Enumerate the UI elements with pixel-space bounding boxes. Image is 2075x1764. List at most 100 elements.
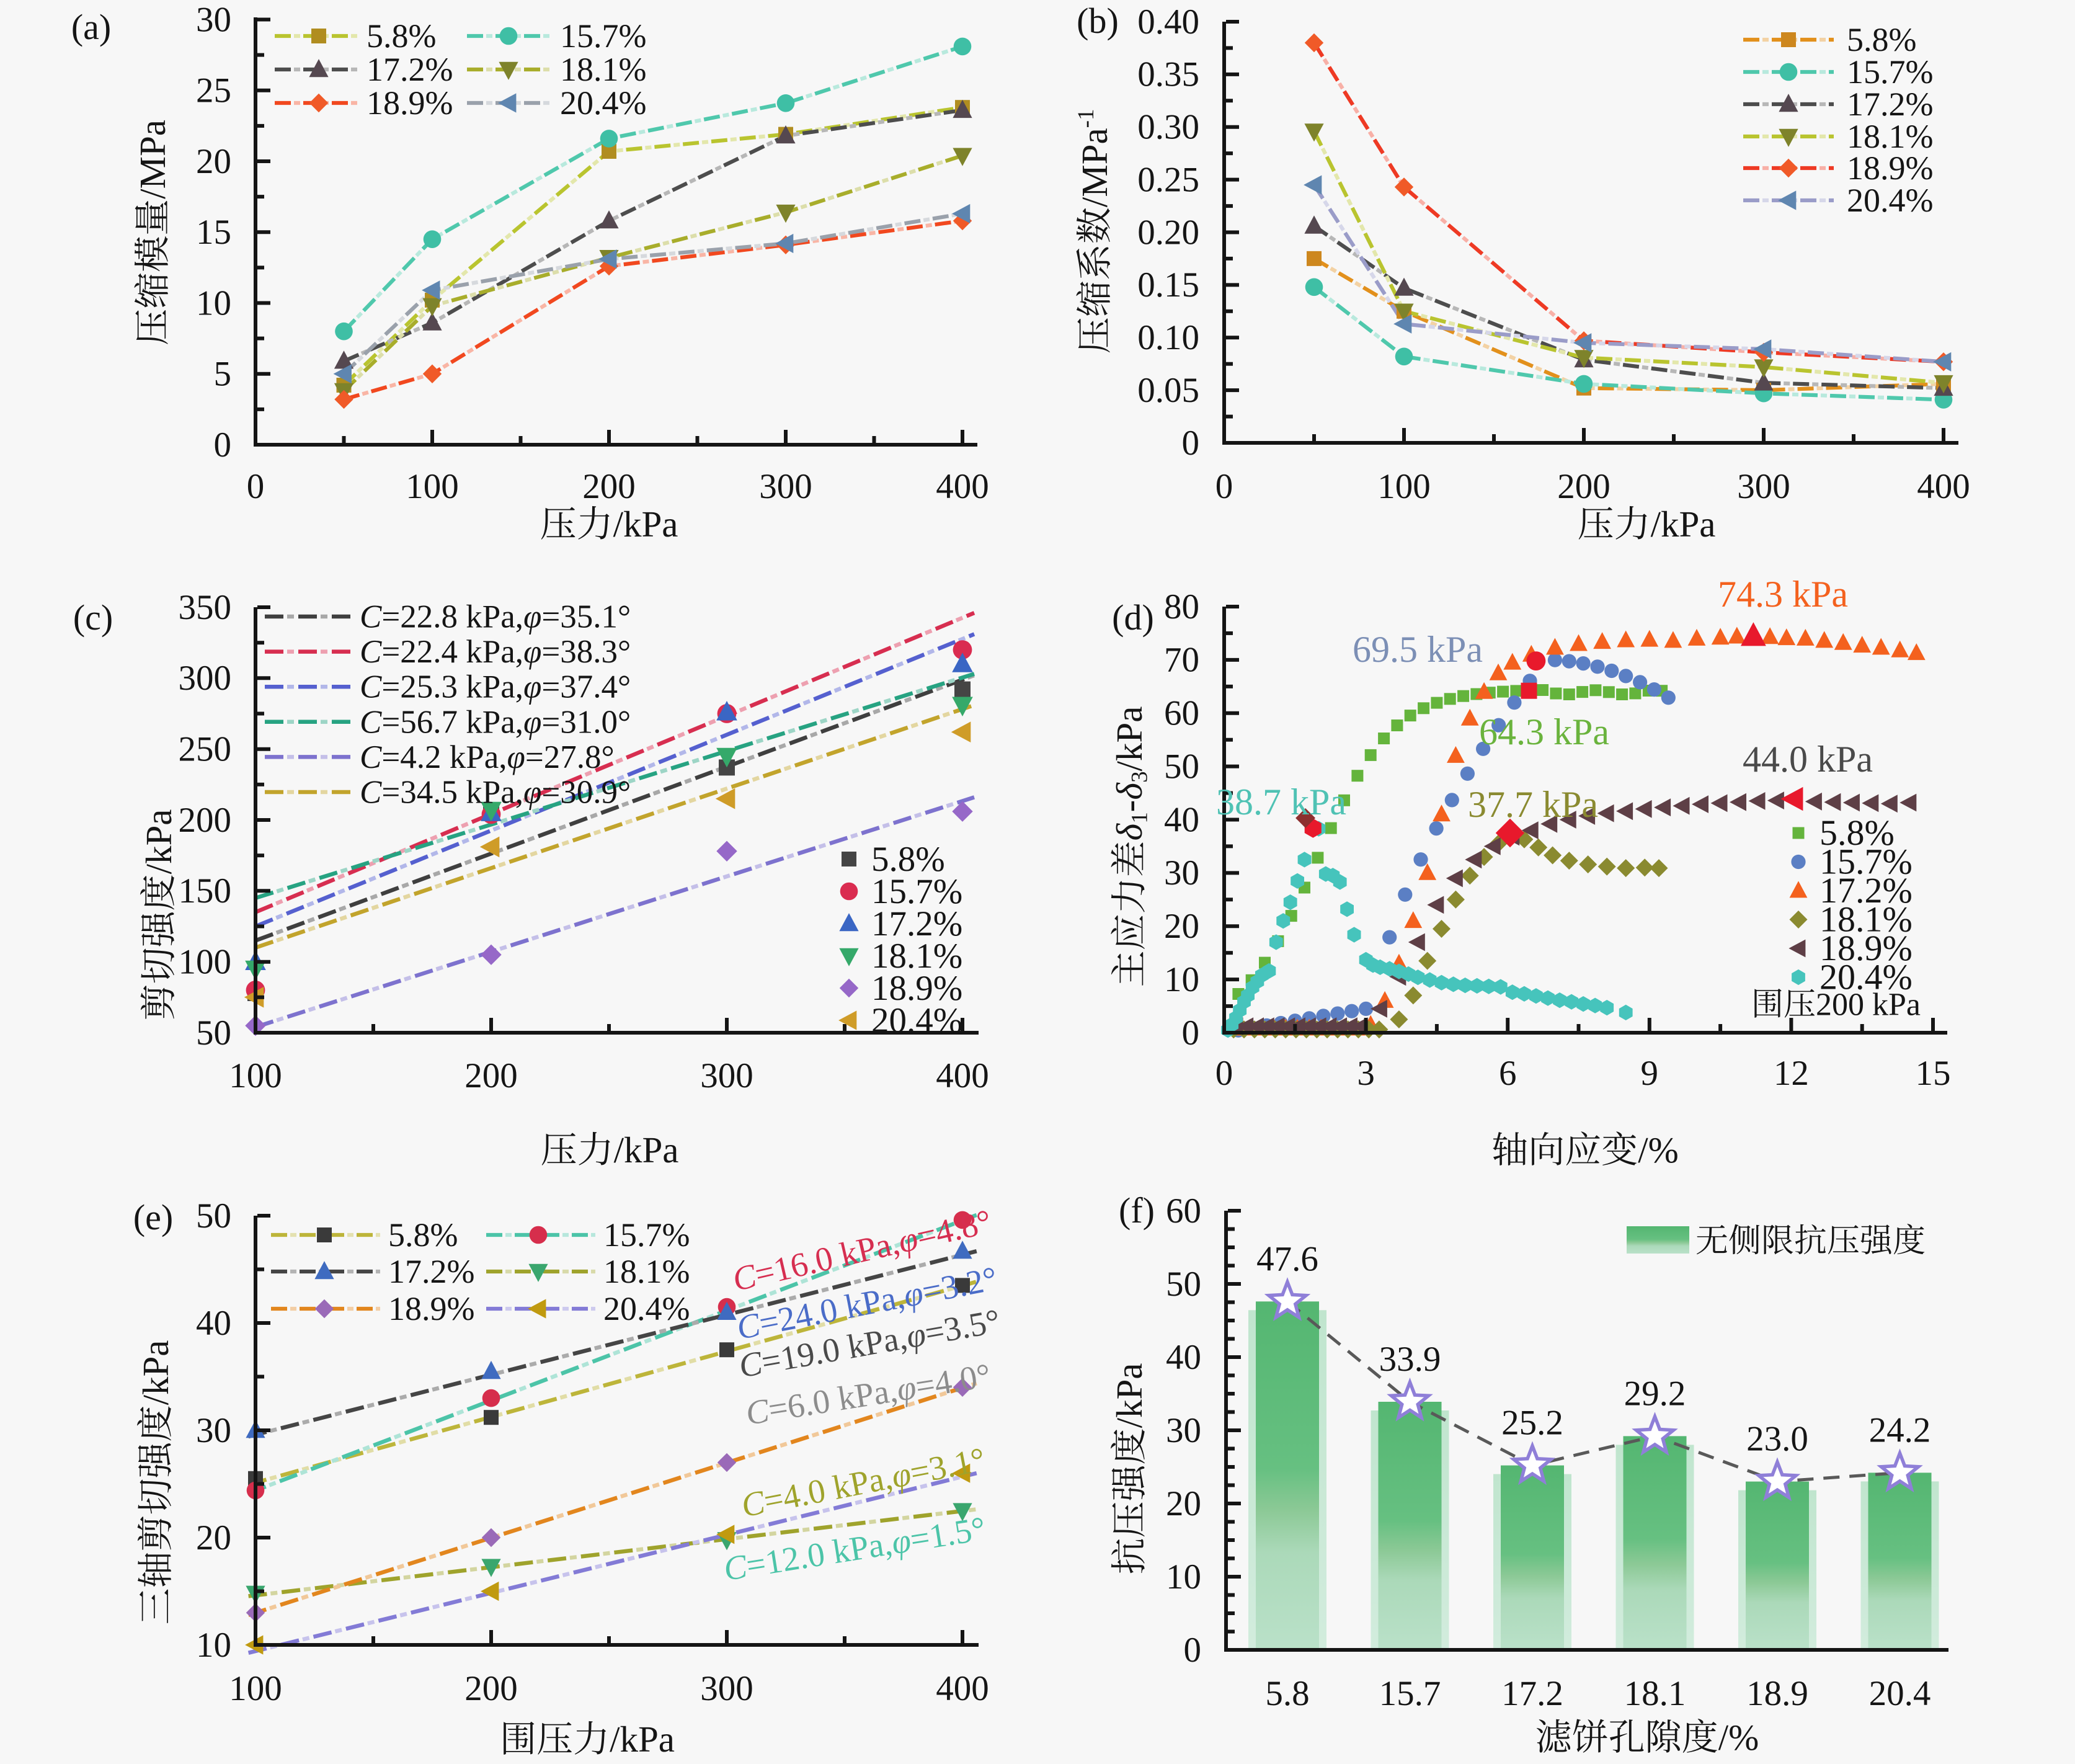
svg-text:3: 3	[1357, 1054, 1375, 1093]
svg-text:18.1%: 18.1%	[1847, 118, 1933, 155]
svg-text:60: 60	[1164, 694, 1199, 733]
svg-text:10: 10	[1166, 1557, 1201, 1597]
svg-text:(e): (e)	[133, 1197, 173, 1237]
svg-text:30: 30	[196, 1411, 231, 1450]
svg-text:20: 20	[196, 142, 231, 181]
svg-text:(c): (c)	[73, 597, 113, 638]
svg-text:15.7%: 15.7%	[603, 1216, 690, 1254]
svg-text:300: 300	[179, 659, 232, 698]
svg-text:20: 20	[196, 1518, 231, 1557]
svg-text:(d): (d)	[1112, 597, 1154, 638]
svg-text:δ: δ	[1109, 782, 1150, 800]
svg-text:C=22.8 kPa,φ=35.1°: C=22.8 kPa,φ=35.1°	[360, 599, 631, 635]
svg-text:40: 40	[1166, 1338, 1201, 1377]
svg-text:20: 20	[1164, 907, 1199, 946]
svg-text:33.9: 33.9	[1379, 1340, 1441, 1379]
svg-text:350: 350	[179, 588, 232, 627]
svg-text:0: 0	[1182, 1013, 1200, 1053]
svg-text:30: 30	[1166, 1411, 1201, 1450]
svg-text:30: 30	[1164, 853, 1199, 893]
svg-text:/kPa: /kPa	[610, 1719, 675, 1760]
svg-text:300: 300	[700, 1669, 753, 1708]
svg-text:0: 0	[1182, 424, 1200, 463]
svg-text:C=25.3 kPa,φ=37.4°: C=25.3 kPa,φ=37.4°	[360, 669, 631, 705]
svg-text:C=56.7 kPa,φ=31.0°: C=56.7 kPa,φ=31.0°	[360, 704, 631, 740]
svg-text:5.8%: 5.8%	[388, 1216, 458, 1254]
svg-text:/%: /%	[1638, 1129, 1679, 1170]
svg-text:18.1%: 18.1%	[1820, 899, 1913, 940]
svg-text:0: 0	[247, 467, 265, 506]
svg-text:/%: /%	[1718, 1717, 1759, 1758]
svg-text:400: 400	[936, 1669, 989, 1708]
svg-text:64.3 kPa: 64.3 kPa	[1479, 711, 1609, 752]
svg-text:18.9%: 18.9%	[367, 84, 453, 122]
svg-text:24.2: 24.2	[1869, 1410, 1931, 1450]
svg-text:70: 70	[1164, 641, 1199, 680]
svg-text:20.4: 20.4	[1869, 1674, 1931, 1713]
svg-text:38.7 kPa: 38.7 kPa	[1216, 782, 1346, 822]
svg-text:0: 0	[1215, 467, 1233, 506]
svg-text:30: 30	[196, 0, 231, 39]
svg-text:0: 0	[214, 425, 232, 465]
svg-text:400: 400	[936, 467, 989, 506]
svg-text:18.9%: 18.9%	[871, 969, 962, 1008]
svg-text:15: 15	[1916, 1054, 1951, 1093]
svg-text:100: 100	[229, 1669, 282, 1708]
svg-text:/kPa: /kPa	[135, 1340, 176, 1405]
svg-text:0.25: 0.25	[1137, 160, 1199, 199]
svg-text:29.2: 29.2	[1624, 1374, 1686, 1413]
svg-text:5.8%: 5.8%	[871, 840, 945, 879]
svg-text:100: 100	[406, 467, 459, 506]
svg-text:44.0 kPa: 44.0 kPa	[1743, 739, 1873, 780]
svg-text:/kPa: /kPa	[1109, 1363, 1150, 1428]
svg-text:0.15: 0.15	[1137, 265, 1199, 305]
svg-text:17.2: 17.2	[1501, 1674, 1563, 1713]
svg-text:50: 50	[196, 1196, 231, 1236]
svg-text:15.7%: 15.7%	[1820, 842, 1913, 882]
svg-text:18.1%: 18.1%	[603, 1253, 690, 1290]
svg-text:12: 12	[1774, 1054, 1809, 1093]
svg-text:/kPa: /kPa	[613, 504, 678, 545]
svg-text:80: 80	[1164, 587, 1199, 626]
svg-text:100: 100	[179, 943, 232, 982]
svg-text:10: 10	[196, 1626, 231, 1665]
svg-text:(f): (f)	[1119, 1190, 1155, 1231]
svg-text:18.9%: 18.9%	[388, 1290, 474, 1327]
svg-text:/kPa: /kPa	[1651, 504, 1716, 545]
svg-text:300: 300	[700, 1056, 753, 1095]
svg-text:37.7 kPa: 37.7 kPa	[1468, 784, 1598, 825]
svg-text:200 kPa: 200 kPa	[1816, 987, 1921, 1023]
svg-text:-: -	[1109, 800, 1150, 813]
svg-text:25: 25	[196, 71, 231, 110]
svg-text:100: 100	[229, 1056, 282, 1095]
svg-text:50: 50	[1166, 1265, 1201, 1304]
svg-text:200: 200	[179, 801, 232, 840]
svg-text:10: 10	[1164, 960, 1199, 999]
svg-text:20.4%: 20.4%	[560, 84, 646, 122]
svg-text:200: 200	[464, 1669, 518, 1708]
svg-text:(b): (b)	[1077, 1, 1119, 41]
svg-text:/MPa: /MPa	[1074, 128, 1115, 207]
svg-text:18.1%: 18.1%	[871, 937, 962, 976]
svg-text:150: 150	[179, 871, 232, 911]
svg-text:0.10: 0.10	[1137, 318, 1199, 357]
svg-text:17.2%: 17.2%	[1847, 86, 1933, 123]
svg-text:18.9%: 18.9%	[1847, 149, 1933, 187]
svg-text:18.9: 18.9	[1746, 1674, 1808, 1713]
svg-text:15.7%: 15.7%	[1847, 53, 1933, 91]
svg-text:C=22.4 kPa,φ=38.3°: C=22.4 kPa,φ=38.3°	[360, 634, 631, 670]
svg-text:6: 6	[1499, 1054, 1517, 1093]
svg-text:20.4%: 20.4%	[871, 1001, 962, 1040]
svg-text:50: 50	[1164, 747, 1199, 786]
svg-text:400: 400	[936, 1056, 989, 1095]
svg-text:250: 250	[179, 730, 232, 769]
svg-text:300: 300	[1737, 467, 1790, 506]
svg-text:15.7%: 15.7%	[871, 872, 962, 911]
svg-text:5.8: 5.8	[1265, 1674, 1309, 1713]
svg-text:/kPa: /kPa	[1109, 706, 1150, 772]
svg-text:17.2%: 17.2%	[367, 51, 453, 88]
svg-text:0: 0	[1184, 1631, 1202, 1670]
svg-text:3: 3	[1127, 771, 1153, 783]
svg-text:5.8%: 5.8%	[1847, 21, 1916, 58]
svg-text:18.1: 18.1	[1624, 1674, 1686, 1713]
